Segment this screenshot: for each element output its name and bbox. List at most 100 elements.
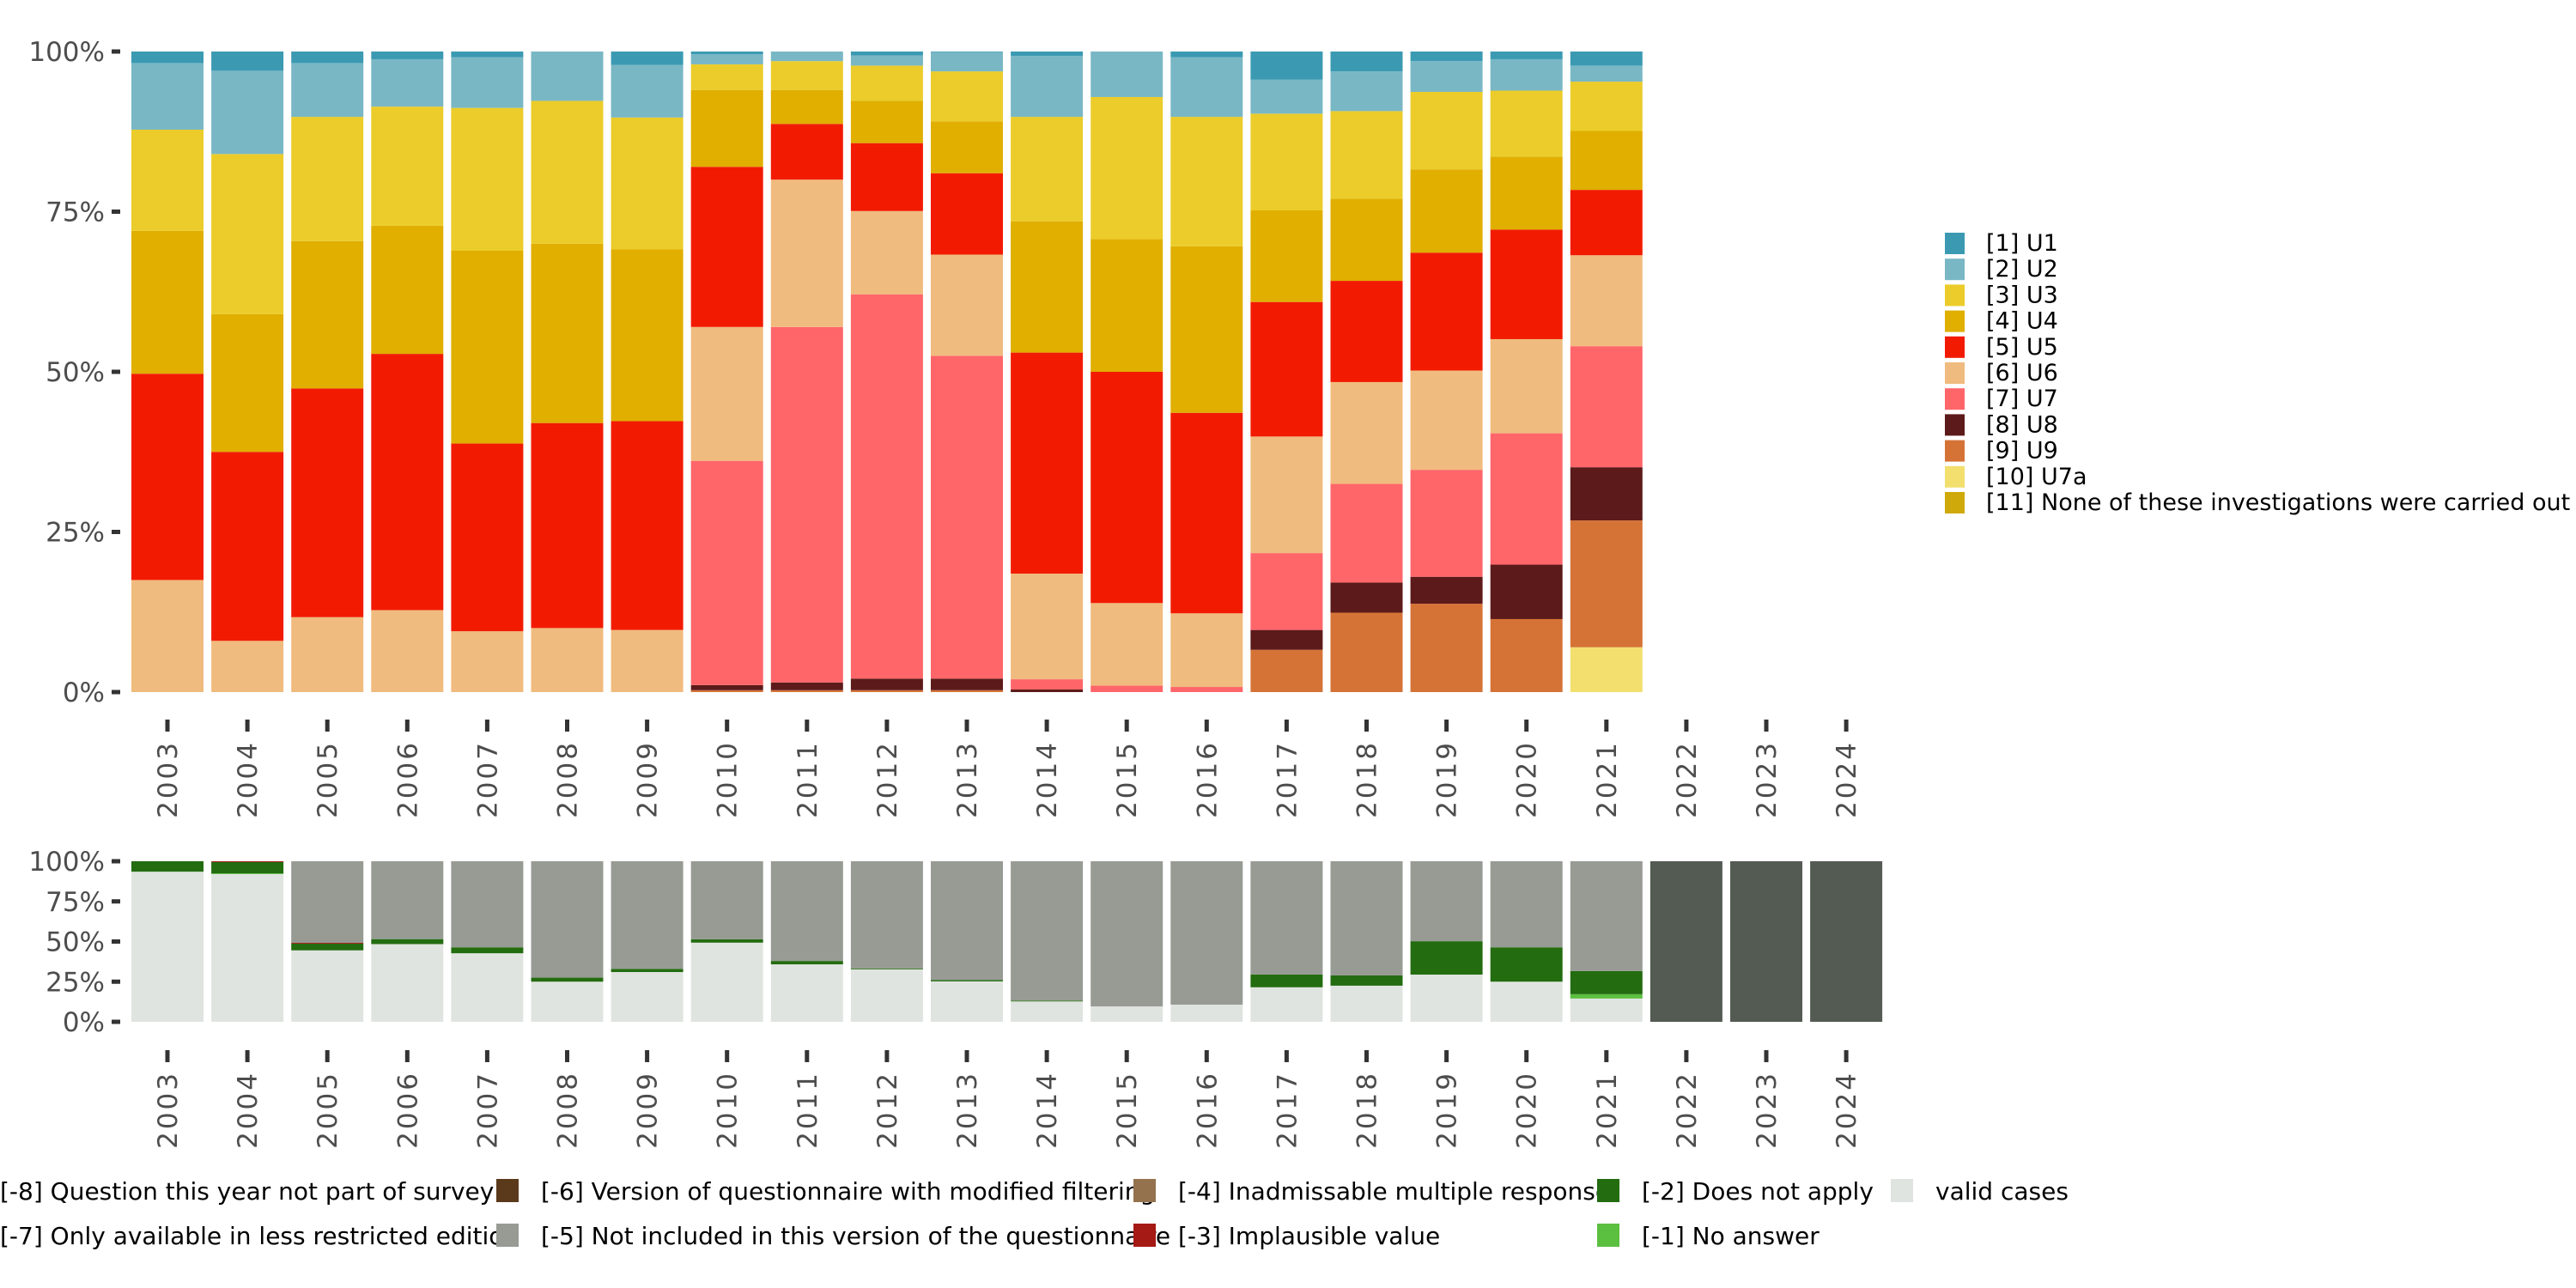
bar-segment [291,117,364,241]
x-tick-mark [725,720,730,732]
x-tick-mark [484,1050,489,1062]
bar-segment [371,52,444,59]
bar-segment [1490,52,1563,59]
bar-segment [1570,647,1643,692]
x-tick-mark [645,1050,650,1062]
legend-item: [2] U2 [1945,256,2058,283]
x-tick-mark [1844,1050,1849,1062]
bar-segment [1330,71,1403,112]
bar-segment [1170,52,1243,58]
legend-label: [9] U9 [1986,438,2058,465]
top-chart-substantive-responses: 0% 25% 50% 75% 100% 2003 2004 2005 2006 2007 2008… [28,37,1862,818]
legend-label: [10] U7a [1986,464,2087,490]
bar-stack-2009 [611,52,683,692]
x-tick-mark [1124,1050,1129,1062]
x-tick-label: 2009 [633,1071,664,1149]
y-tick-mark [112,939,120,944]
legend-key [1945,465,1965,488]
x-tick-label: 2014 [1032,1071,1063,1149]
bar-stack-2016 [1170,52,1243,692]
legend-item: [4] U4 [1945,308,2058,335]
bar-segment [131,861,204,872]
bar-segment [291,617,364,692]
legend-label: [-3] Implausible value [1178,1222,1440,1250]
x-tick-mark [805,720,810,732]
x-tick-mark [1364,1050,1369,1062]
bar-segment [1410,370,1483,471]
bar-segment [1570,998,1643,1022]
bar-segment [850,65,923,101]
bar-stack-2016 [1170,861,1243,1022]
bar-stack-2011 [770,52,843,692]
x-tick-label: 2016 [1192,1071,1223,1149]
bar-segment [1250,974,1323,987]
bar-segment [690,942,763,1022]
x-tick-label: 2017 [1272,740,1303,818]
bar-segment [211,313,284,453]
bar-stack-2023 [1730,861,1802,1022]
bar-stack-2007 [451,52,524,692]
bar-segment [1570,346,1643,468]
bar-stack-2014 [1011,861,1084,1022]
bar-segment [1490,981,1563,1022]
bar-segment [931,71,1003,122]
legend-item: [-1] No answer [1597,1222,1820,1250]
bar-segment [1410,861,1483,942]
bar-segment [1410,941,1483,975]
bar-segment [1011,690,1084,692]
bar-stack-2003 [131,52,204,692]
bar-segment [1330,281,1403,382]
legend-item: [-5] Not included in this version of the… [496,1222,1170,1250]
bar-segment [1011,221,1084,353]
top-bars [131,52,1643,692]
bar-segment [611,972,683,1022]
bar-segment [1810,861,1883,1022]
bar-segment [1091,1006,1163,1022]
y-tick-mark [112,1019,120,1024]
bar-segment [1490,564,1563,619]
bar-segment [1730,861,1802,1022]
bar-segment [1011,1000,1084,1002]
y-tick-mark [112,859,120,864]
bottom-y-axis: 0% 25% 50% 75% 100% [28,847,120,1038]
x-tick-label: 2003 [153,1071,184,1149]
x-tick-label: 2015 [1112,1071,1143,1149]
bar-segment [1490,58,1563,91]
bar-stack-2005 [291,52,364,692]
legend-item: [1] U1 [1945,230,2058,257]
bar-segment [611,249,683,422]
y-tick-mark [112,49,120,54]
bar-segment [770,964,843,1022]
y-tick-label: 100% [28,37,105,68]
x-tick-mark [964,1050,969,1062]
bar-segment [1170,613,1243,688]
bar-segment [1091,603,1163,686]
bar-stack-2010 [690,52,763,692]
bar-segment [770,52,843,62]
bar-segment [1091,372,1163,604]
bar-segment [211,873,284,874]
x-tick-mark [805,1050,810,1062]
bar-segment [850,210,923,295]
x-tick-label: 2018 [1352,1071,1383,1149]
bar-segment [131,52,204,64]
bar-segment [291,942,364,944]
x-tick-label: 2011 [793,1071,823,1149]
bar-segment [1570,65,1643,82]
bar-segment [131,580,204,692]
bar-stack-2006 [371,52,444,692]
bar-stack-2020 [1490,52,1563,692]
bar-segment [1570,467,1643,521]
bar-segment [451,251,524,444]
x-tick-mark [1044,720,1049,732]
bar-segment [1011,52,1084,57]
bar-segment [690,89,763,167]
y-tick-mark [112,369,120,374]
bar-segment [611,861,683,969]
bar-segment [931,52,1003,72]
x-tick-mark [1684,720,1689,732]
bar-segment [1011,352,1084,574]
bar-stack-2021 [1570,861,1643,1022]
legend-label: [-6] Version of questionnaire with modif… [541,1177,1155,1206]
